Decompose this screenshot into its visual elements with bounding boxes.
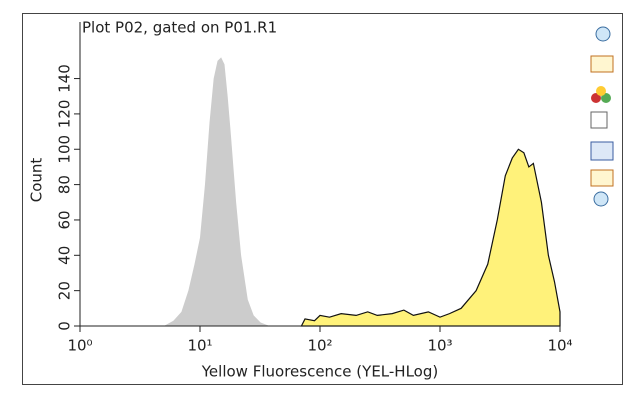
chart-title: Plot P02, gated on P01.R1 [82, 19, 277, 37]
toolbar [590, 26, 614, 207]
y-tick-label: 20 [56, 281, 74, 300]
x-tick-label: 10² [307, 337, 332, 355]
y-tick-label: 60 [56, 210, 74, 229]
y-tick-label: 100 [56, 135, 74, 164]
x-tick-label: 10³ [427, 337, 452, 355]
histogram-area [300, 148, 561, 327]
y-tick-label: 120 [56, 100, 74, 129]
copy-icon[interactable] [590, 55, 614, 73]
x-tick-label: 10¹ [187, 337, 212, 355]
color-icon-part [596, 86, 606, 96]
y-tick-label: 80 [56, 175, 74, 194]
x-tick-label: 10⁴ [547, 337, 572, 355]
y-axis-label: Count [28, 158, 46, 203]
list-icon[interactable] [590, 169, 614, 187]
color-icon-part [601, 93, 611, 103]
histogram-area [163, 57, 270, 326]
color-icon[interactable] [591, 93, 601, 103]
y-tick-label: 140 [56, 64, 74, 93]
zoom-in-icon[interactable] [595, 26, 611, 42]
y-tick-label: 0 [56, 321, 74, 331]
zoom-out-icon[interactable] [593, 191, 609, 207]
calendar-icon[interactable] [590, 141, 614, 161]
y-tick-label: 40 [56, 246, 74, 265]
x-axis-label: Yellow Fluorescence (YEL-HLog) [201, 363, 438, 381]
export-icon[interactable] [590, 111, 608, 129]
x-tick-label: 10⁰ [67, 337, 92, 355]
